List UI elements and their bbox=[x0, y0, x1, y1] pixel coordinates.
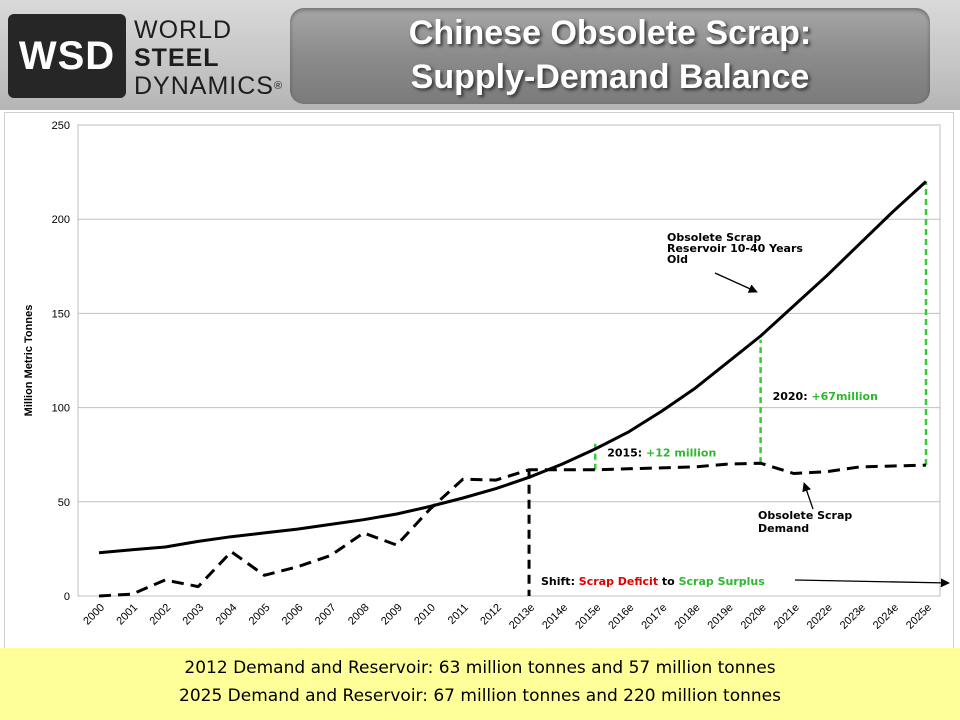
shift-annotation-part: Shift: bbox=[541, 575, 579, 588]
reservoir-series-line bbox=[98, 180, 928, 555]
x-tick-label: 2007 bbox=[313, 602, 339, 628]
x-tick-label: 2010 bbox=[412, 602, 438, 628]
surplus-gap-label: 2015: +12 million bbox=[607, 447, 716, 460]
x-tick-label: 2004 bbox=[214, 602, 240, 628]
gap-label-year: 2015: bbox=[607, 447, 646, 460]
x-tick-label: 2012 bbox=[478, 602, 504, 628]
x-tick-label: 2015e bbox=[573, 602, 603, 632]
shift-annotation-part: Scrap Deficit bbox=[579, 575, 662, 588]
x-tick-label: 2019e bbox=[706, 602, 736, 632]
surplus-gap-label: 2020: +67million bbox=[773, 390, 878, 403]
y-tick-label: 50 bbox=[58, 497, 70, 509]
x-tick-label: 2001 bbox=[114, 602, 140, 628]
demand-annotation-text: Obsolete Scrap bbox=[758, 509, 852, 522]
reservoir-annotation-text: Old bbox=[667, 253, 688, 266]
logo-word-dynamics: DYNAMICS® bbox=[134, 72, 284, 100]
x-tick-label: 2005 bbox=[247, 602, 273, 628]
x-tick-label: 2017e bbox=[639, 602, 669, 632]
x-tick-label: 2020e bbox=[739, 602, 769, 632]
x-tick-label: 2021e bbox=[772, 602, 802, 632]
reservoir-annotation-text: Obsolete Scrap bbox=[667, 231, 761, 244]
world-steel-dynamics-logo: WSD WORLD STEEL DYNAMICS® bbox=[8, 14, 288, 100]
x-tick-label: 2002 bbox=[147, 602, 173, 628]
x-tick-label: 2025e bbox=[904, 602, 934, 632]
x-tick-label: 2016e bbox=[606, 602, 636, 632]
x-tick-label: 2023e bbox=[838, 602, 868, 632]
supply-demand-chart: 0 50 100 150 200 250 Million Metric Tonnes 2000… bbox=[23, 120, 950, 632]
shift-annotation-part: Scrap Surplus bbox=[679, 575, 766, 588]
x-tick-label: 2013e bbox=[507, 602, 537, 632]
y-tick-label: 0 bbox=[64, 591, 70, 603]
footer-line-2025: 2025 Demand and Reservoir: 67 million to… bbox=[179, 686, 781, 706]
y-tick-label: 200 bbox=[52, 214, 70, 226]
chart-area: 0 50 100 150 200 250 Million Metric Tonnes 2000… bbox=[4, 112, 954, 650]
gap-label-value: +12 million bbox=[646, 447, 716, 460]
x-tick-label: 2006 bbox=[280, 602, 306, 628]
plot-frame bbox=[77, 124, 941, 597]
gap-label-year: 2020: bbox=[773, 390, 812, 403]
y-axis-label: Million Metric Tonnes bbox=[23, 305, 35, 417]
x-tick-label: 2003 bbox=[181, 602, 207, 628]
x-tick-label: 2009 bbox=[379, 602, 405, 628]
reservoir-annotation-arrow bbox=[714, 272, 758, 293]
page-title-line-2: Supply-Demand Balance bbox=[410, 58, 810, 96]
x-tick-label: 2008 bbox=[346, 602, 372, 628]
title-panel: Chinese Obsolete Scrap: Supply-Demand Ba… bbox=[290, 8, 930, 104]
demand-annotation-text: Demand bbox=[758, 522, 809, 535]
summary-footer: 2012 Demand and Reservoir: 63 million to… bbox=[0, 648, 960, 720]
gap-label-value: +67million bbox=[811, 390, 877, 403]
shift-annotation: Shift: Scrap Deficit to Scrap Surplus bbox=[541, 575, 765, 588]
x-tick-label: 2011 bbox=[446, 602, 471, 627]
x-tick-label: 2018e bbox=[672, 602, 702, 632]
page-title-line-1: Chinese Obsolete Scrap: bbox=[408, 14, 812, 52]
logo-word-steel: STEEL bbox=[134, 44, 220, 72]
header-bar: WSD WORLD STEEL DYNAMICS® Chinese Obsole… bbox=[0, 0, 960, 110]
shift-annotation-arrow bbox=[794, 578, 950, 588]
logo-word-world: WORLD bbox=[134, 16, 233, 44]
x-tick-label: 2014e bbox=[540, 602, 570, 632]
x-tick-label: 2022e bbox=[805, 602, 835, 632]
x-tick-label: 2000 bbox=[81, 602, 107, 628]
shift-annotation-part: to bbox=[662, 575, 679, 588]
y-tick-label: 150 bbox=[52, 308, 70, 320]
y-tick-label: 250 bbox=[52, 120, 70, 132]
logo-abbreviation: WSD bbox=[8, 14, 126, 98]
demand-series-line bbox=[98, 461, 927, 598]
demand-annotation-arrow bbox=[802, 482, 814, 510]
y-tick-label: 100 bbox=[52, 403, 70, 415]
reservoir-annotation-text: Reservoir 10-40 Years bbox=[667, 242, 803, 255]
footer-line-2012: 2012 Demand and Reservoir: 63 million to… bbox=[184, 658, 776, 678]
x-tick-label: 2024e bbox=[871, 602, 901, 632]
